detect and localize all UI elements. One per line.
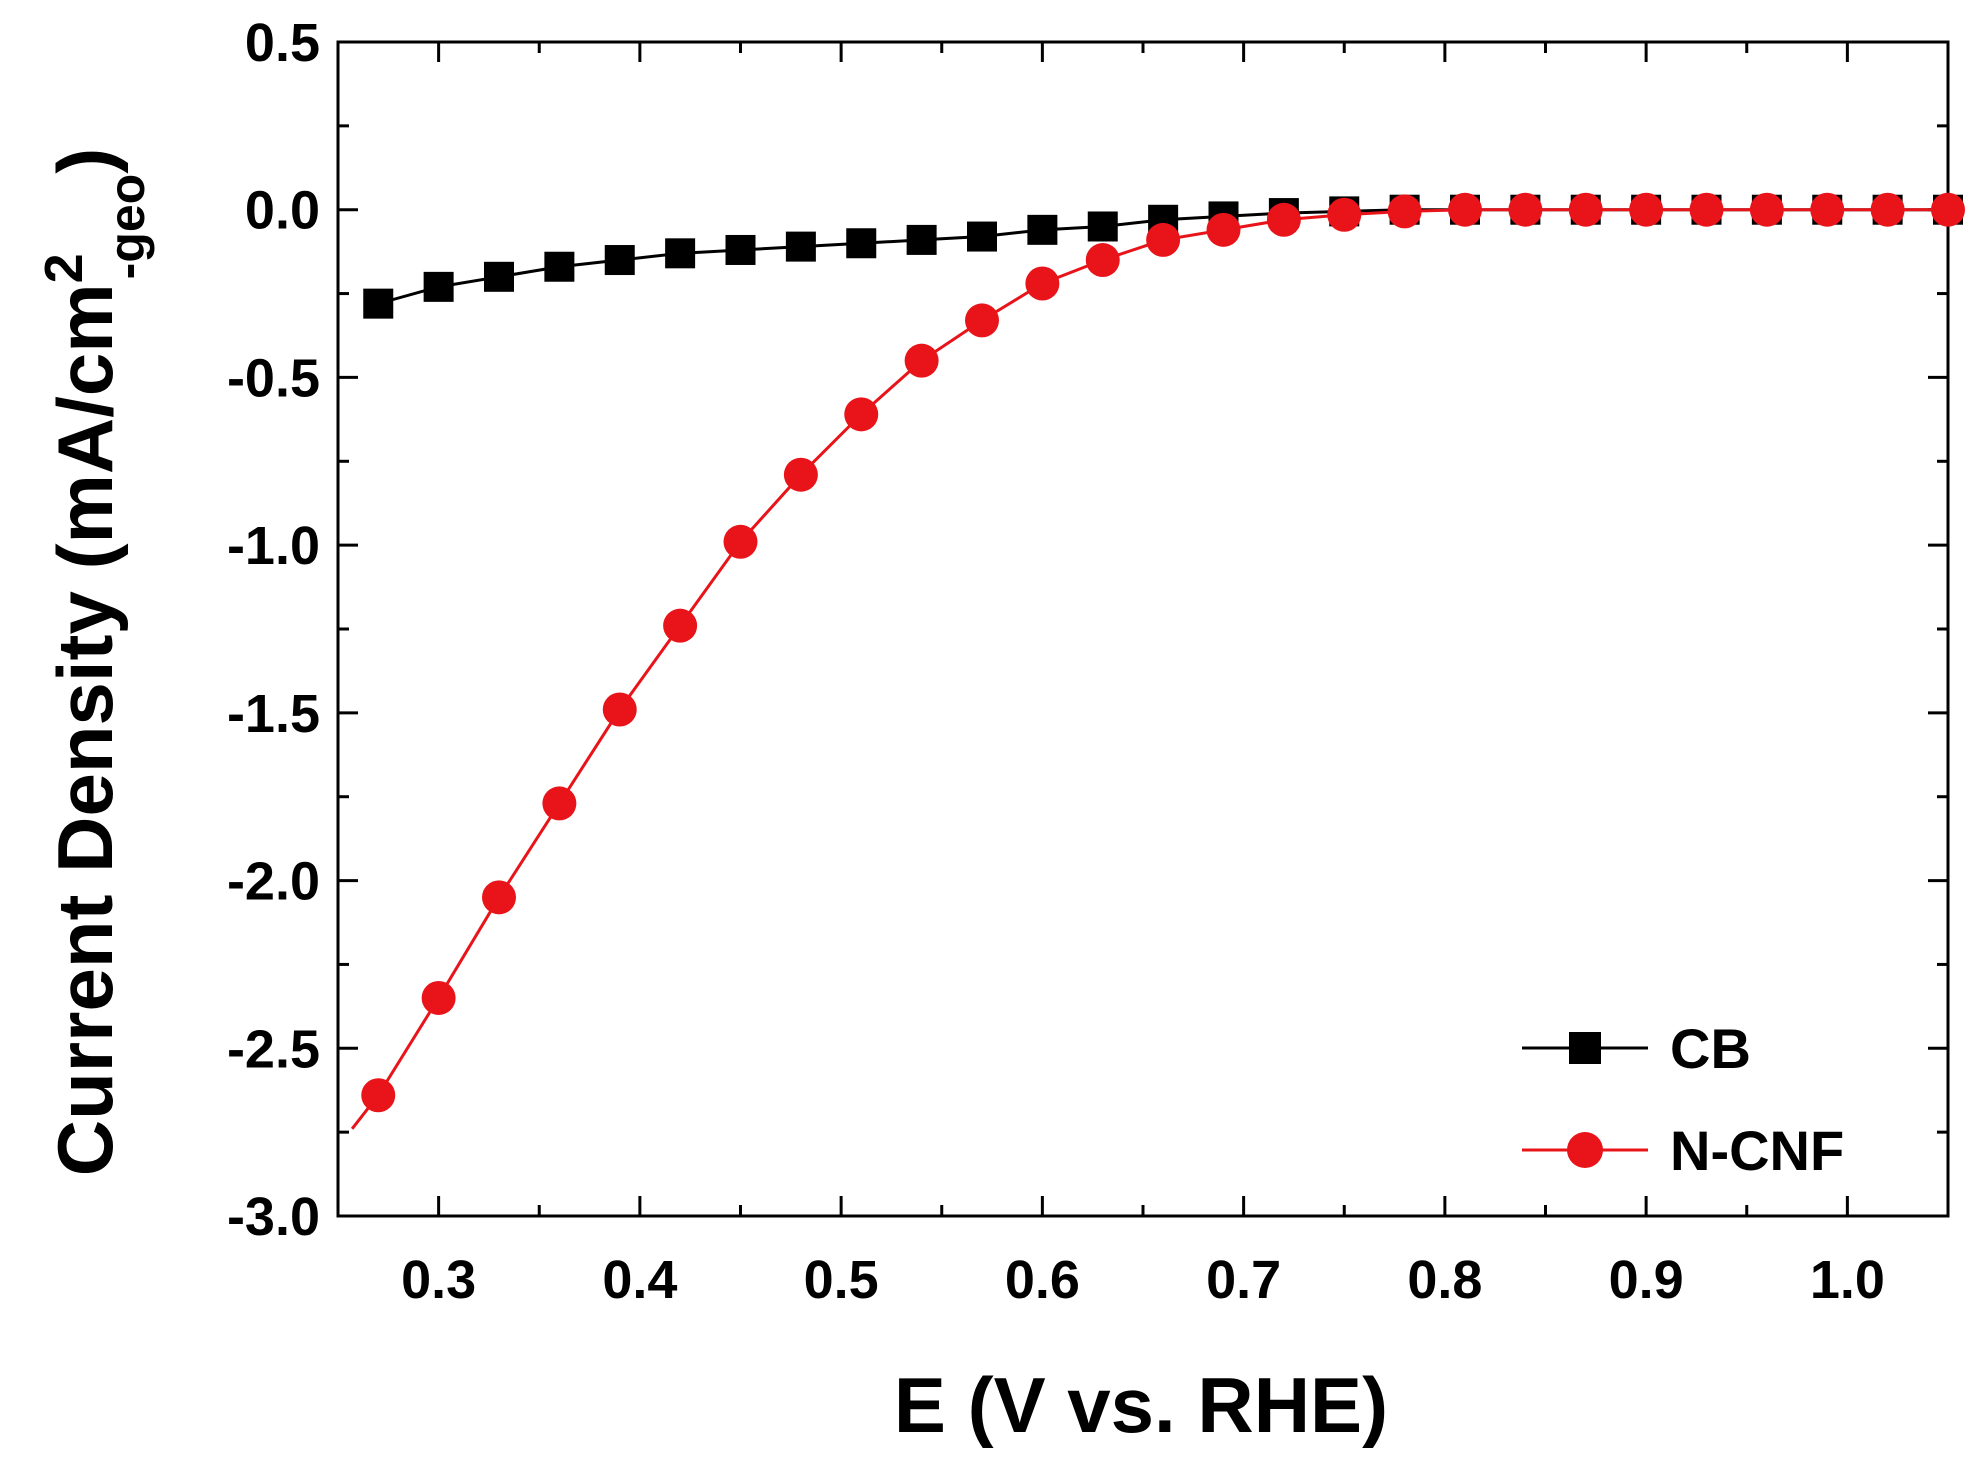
series-line xyxy=(350,208,1948,1130)
data-point xyxy=(1387,194,1422,229)
data-point xyxy=(1266,202,1301,237)
y-tick-label: -2.5 xyxy=(227,1019,320,1079)
y-tick-label: -3.0 xyxy=(227,1187,320,1247)
data-point xyxy=(1568,192,1603,227)
data-point xyxy=(544,251,575,282)
y-axis-title-sup: 2 xyxy=(34,253,94,283)
data-point xyxy=(844,397,879,432)
data-point xyxy=(423,271,454,302)
data-point xyxy=(1206,212,1241,247)
x-tick-label: 0.9 xyxy=(1609,1250,1684,1310)
data-point xyxy=(663,608,698,643)
data-point xyxy=(1931,192,1965,227)
legend-label: CB xyxy=(1670,1017,1751,1080)
x-tick-label: 0.3 xyxy=(401,1250,476,1310)
data-point xyxy=(1870,192,1905,227)
data-point xyxy=(1810,192,1845,227)
data-point xyxy=(1508,192,1543,227)
y-tick-label: -1.0 xyxy=(227,516,320,576)
data-point xyxy=(723,524,758,559)
series-layer xyxy=(350,192,1965,1130)
y-tick-label: -1.5 xyxy=(227,684,320,744)
legend-item-cb: CB xyxy=(1522,1017,1751,1080)
y-tick-label: 0.5 xyxy=(245,13,320,73)
data-point xyxy=(904,343,939,378)
y-axis-title: Current Density (mA/cm2 -geo) xyxy=(34,148,155,1176)
x-tick-label: 0.4 xyxy=(602,1250,677,1310)
y-axis-title-main: Current Density (mA/cm xyxy=(41,283,129,1176)
x-tick-label: 0.6 xyxy=(1005,1250,1080,1310)
data-point xyxy=(604,245,635,276)
legend-marker xyxy=(1569,1032,1601,1064)
x-tick-label: 0.5 xyxy=(804,1250,879,1310)
data-point xyxy=(725,234,756,265)
axes: 0.3 0.4 0.5 0.6 0.7 0.8 0.9 1.0 0.5 0.0 -0.5 -1.0 -1… xyxy=(227,13,1950,1310)
data-point xyxy=(1629,192,1664,227)
data-point xyxy=(1027,214,1058,245)
data-point xyxy=(421,980,456,1015)
data-point xyxy=(1689,192,1724,227)
data-point xyxy=(363,288,394,319)
x-tick-label: 0.7 xyxy=(1206,1250,1281,1310)
x-tick-label: 0.8 xyxy=(1407,1250,1482,1310)
data-point xyxy=(484,261,514,292)
x-axis-title: E (V vs. RHE) xyxy=(894,1361,1388,1449)
legend-marker xyxy=(1567,1132,1603,1168)
data-point xyxy=(482,880,516,915)
y-axis-title-close: ) xyxy=(41,148,129,174)
data-point xyxy=(965,303,999,338)
series-n-cnf xyxy=(350,192,1965,1130)
data-point xyxy=(1087,211,1118,242)
data-point xyxy=(602,692,637,727)
data-point xyxy=(846,228,877,259)
y-axis-title-sub: -geo xyxy=(99,174,155,280)
y-tick-label: -0.5 xyxy=(227,348,320,408)
data-point xyxy=(542,786,577,821)
y-tick-label: 0.0 xyxy=(245,181,320,241)
data-point xyxy=(906,224,937,255)
data-point xyxy=(1327,197,1362,232)
data-point xyxy=(785,231,816,262)
data-point xyxy=(1085,243,1120,278)
data-point xyxy=(361,1078,396,1113)
data-point xyxy=(665,238,696,269)
data-point xyxy=(1448,192,1482,227)
y-tick-label: -2.0 xyxy=(227,852,320,912)
data-point xyxy=(967,221,997,252)
legend-label: N-CNF xyxy=(1670,1119,1844,1182)
legend-item-n-cnf: N-CNF xyxy=(1522,1119,1844,1182)
data-point xyxy=(1025,266,1060,301)
legend: CB N-CNF xyxy=(1522,1017,1844,1182)
x-tick-label: 1.0 xyxy=(1810,1250,1885,1310)
data-point xyxy=(1749,192,1784,227)
data-point xyxy=(1146,222,1181,257)
data-point xyxy=(783,457,818,492)
